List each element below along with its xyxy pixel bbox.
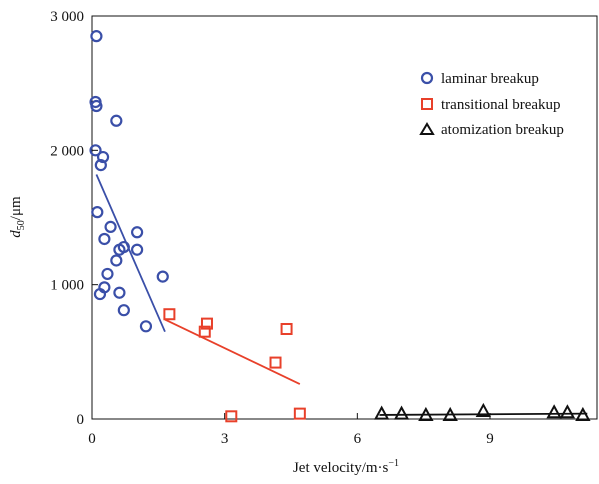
circle-point — [113, 286, 126, 299]
trendline — [164, 318, 301, 385]
plot-frame — [91, 15, 598, 420]
y-tick-label: 2 000 — [50, 143, 84, 159]
square-point — [269, 356, 282, 369]
circle-point — [96, 150, 110, 164]
triangle-point — [442, 406, 458, 421]
circle-point — [104, 220, 117, 234]
trendline — [379, 412, 588, 416]
legend-item-transitional: transitional breakup — [421, 97, 561, 113]
y-axis-title: d50/μm — [8, 196, 27, 238]
triangle-point — [546, 404, 562, 419]
circle-point — [93, 287, 107, 301]
legend-label-transitional: transitional breakup — [441, 97, 561, 113]
x-tick-label: 9 — [486, 431, 494, 447]
triangle-point — [393, 405, 410, 420]
triangle-point — [418, 406, 434, 421]
circle-point — [139, 320, 153, 333]
x-tick-label: 3 — [221, 431, 229, 447]
circle-point — [113, 243, 126, 256]
circle-point — [98, 232, 111, 246]
legend-circle-marker — [420, 71, 434, 85]
circle-point — [89, 144, 102, 157]
y-tick-label: 1 000 — [50, 278, 84, 294]
square-point — [163, 308, 176, 321]
square-point — [293, 407, 306, 420]
circle-point — [94, 159, 107, 172]
triangle-point — [575, 406, 591, 421]
triangle-point — [373, 405, 390, 420]
circle-point — [91, 206, 104, 219]
data-points — [89, 30, 591, 423]
legend-square-marker — [421, 98, 433, 110]
circle-point — [156, 270, 169, 283]
trendlines — [95, 174, 588, 416]
circle-point — [90, 99, 103, 113]
legend-label-laminar: laminar breakup — [441, 71, 539, 87]
legend-item-laminar: laminar breakup — [420, 71, 539, 87]
x-tick-label: 6 — [354, 431, 362, 447]
circle-point — [90, 30, 103, 43]
trendline — [95, 174, 166, 333]
circle-point — [131, 226, 144, 239]
circle-point — [110, 114, 123, 127]
square-point — [280, 322, 293, 335]
triangle-point — [475, 402, 492, 417]
legend-label-atomization: atomization breakup — [441, 122, 564, 138]
circle-point — [101, 267, 114, 281]
square-point — [200, 317, 213, 330]
legend-item-atomization: atomization breakup — [419, 122, 564, 138]
x-tick-label: 0 — [88, 431, 96, 447]
axis-ticks: 0 3 6 9 0 1 000 2 000 3 000 — [50, 9, 494, 447]
legend-triangle-marker — [419, 122, 435, 135]
square-point — [198, 325, 211, 338]
square-point — [225, 410, 238, 423]
x-axis-title: Jet velocity/m·s−1 — [293, 458, 399, 476]
y-tick-label: 0 — [77, 412, 85, 428]
triangle-point — [559, 404, 576, 419]
y-tick-label: 3 000 — [50, 9, 84, 25]
circle-point — [131, 243, 144, 256]
circle-point — [110, 254, 123, 267]
legend: laminar breakup transitional breakup ato… — [419, 71, 564, 138]
circle-point — [117, 304, 130, 317]
